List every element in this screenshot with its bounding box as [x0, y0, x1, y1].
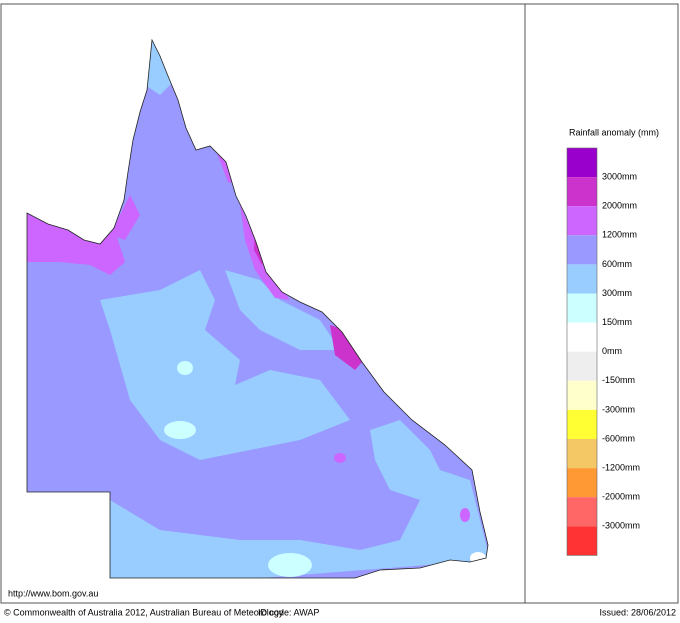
legend-label: -3000mm [602, 521, 640, 531]
region-0 [470, 552, 486, 564]
legend-swatch [567, 468, 597, 498]
legend-label: 150mm [602, 317, 632, 327]
legend-label: 0mm [602, 346, 622, 356]
id-code: ID code: AWAP [258, 607, 319, 617]
legend-border [566, 147, 598, 556]
legend-swatch [567, 351, 597, 381]
region-600 [225, 270, 340, 350]
legend-swatch [567, 526, 597, 556]
legend-label: -2000mm [602, 492, 640, 502]
legend-label: 2000mm [602, 201, 637, 211]
region-600 [370, 420, 440, 500]
legend-label: -600mm [602, 433, 635, 443]
legend-swatch [567, 409, 597, 439]
legend-label: -300mm [602, 404, 635, 414]
copyright: © Commonwealth of Australia 2012, Austra… [4, 607, 284, 617]
legend-label: -150mm [602, 375, 635, 385]
region-2000 [334, 453, 346, 463]
legend-swatch [567, 177, 597, 207]
legend-swatch [567, 322, 597, 352]
legend-swatch [567, 148, 597, 178]
region-600 [100, 270, 350, 460]
region-3000 [330, 325, 362, 370]
region-2000 [110, 195, 140, 240]
region-600 [110, 470, 488, 578]
legend-swatch [567, 439, 597, 469]
legend-swatch [567, 497, 597, 527]
frame [0, 3, 679, 604]
legend-swatch [567, 206, 597, 236]
region-2000 [460, 508, 470, 522]
legend-label: 3000mm [602, 171, 637, 181]
legend-swatch [567, 264, 597, 294]
legend-label: 1200mm [602, 230, 637, 240]
legend-label: -1200mm [602, 462, 640, 472]
region-300 [268, 553, 312, 577]
region-300 [177, 361, 193, 375]
legend-label: 300mm [602, 288, 632, 298]
legend: 3000mm 2000mm 1200mm 600mm 300mm 150mm 0mm -150… [566, 147, 640, 556]
region-2000 [27, 213, 125, 275]
legend-label: 600mm [602, 259, 632, 269]
url: http://www.bom.gov.au [8, 588, 98, 598]
legend-title: Rainfall anomaly (mm) [569, 127, 659, 137]
issued: Issued: 28/06/2012 [599, 607, 676, 617]
region-2000 [240, 205, 290, 300]
legend-swatch [567, 380, 597, 410]
legend-swatch [567, 235, 597, 265]
region-300 [164, 421, 196, 439]
anomaly-map [27, 40, 488, 578]
legend-swatch [567, 293, 597, 323]
